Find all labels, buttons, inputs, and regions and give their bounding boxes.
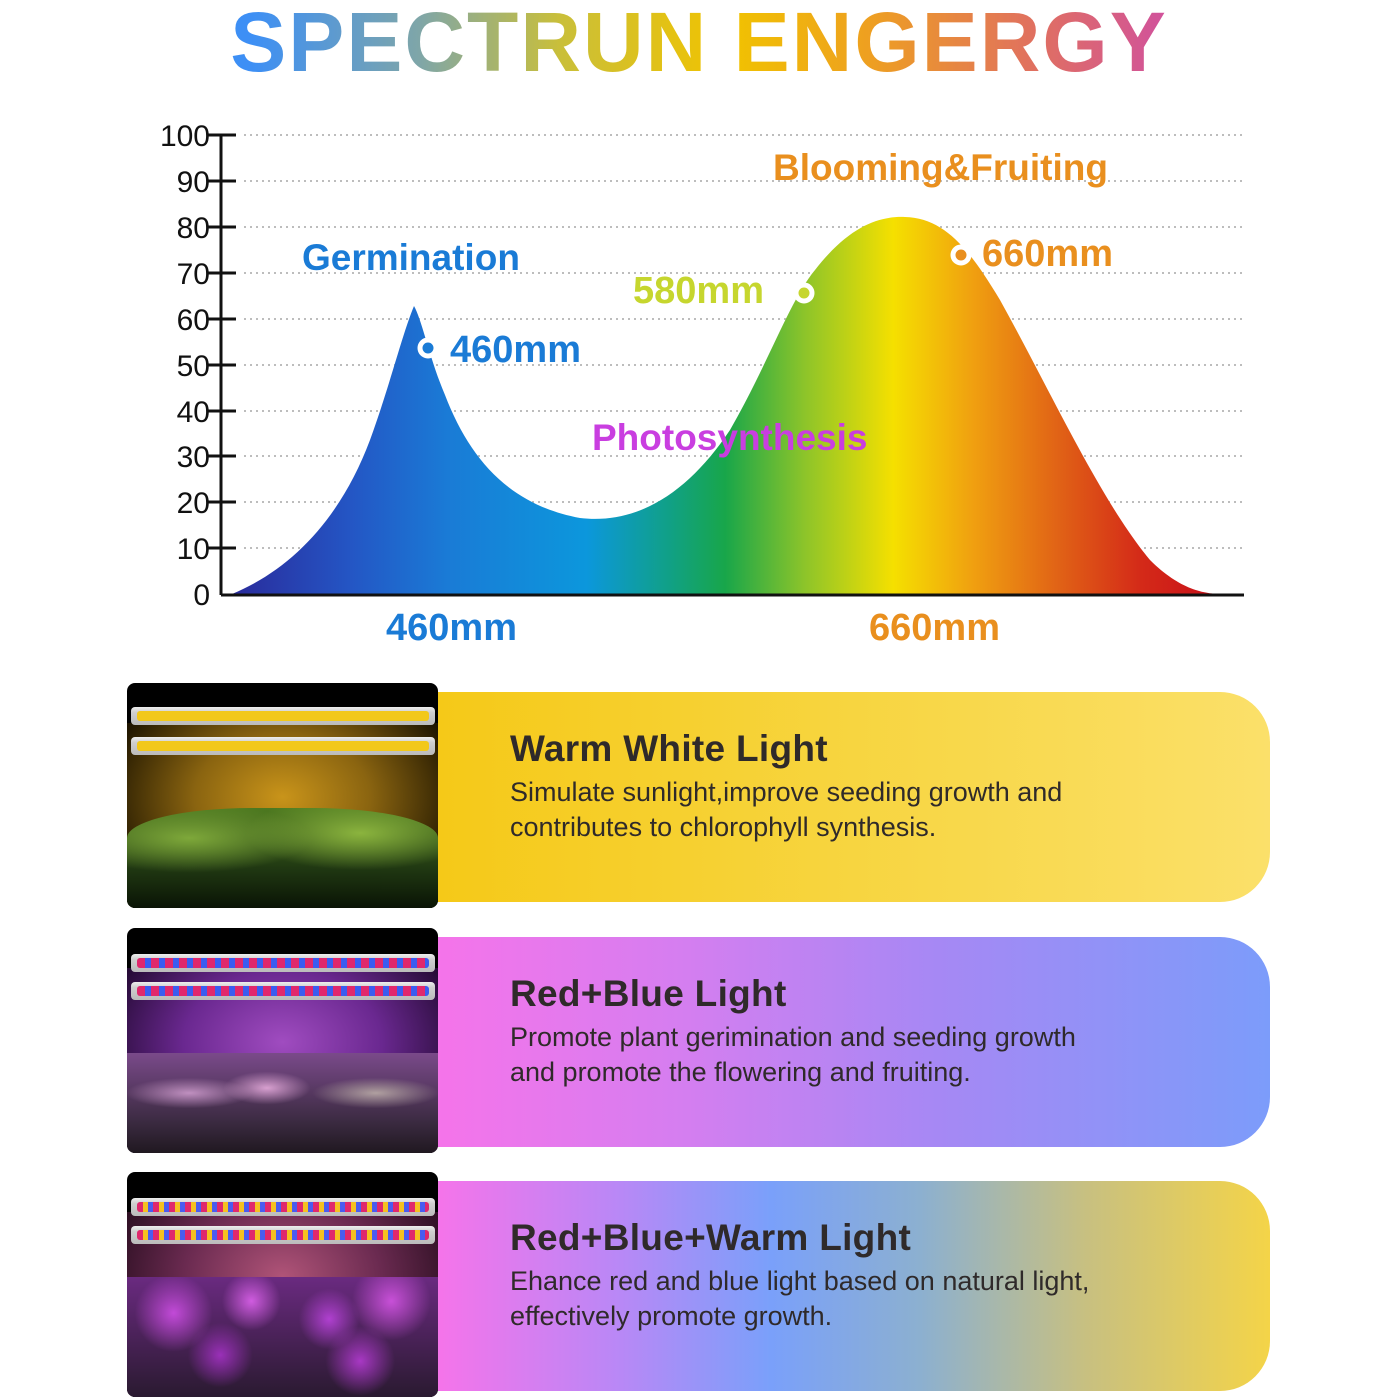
y-tick-20: 20 — [177, 487, 210, 520]
plants-image — [127, 808, 438, 908]
spectrum-chart: 100 90 80 70 60 50 40 30 20 10 0 Germina… — [160, 120, 1244, 649]
y-tick-40: 40 — [177, 396, 210, 429]
led-tube-icon — [131, 1198, 435, 1216]
marker-660-icon — [950, 244, 972, 266]
peak-460-label: 460mm — [450, 329, 581, 371]
card-description-line1: Ehance red and blue light based on natur… — [510, 1266, 1090, 1296]
card-heading: Red+Blue Light — [510, 973, 787, 1014]
led-tube-icon — [131, 737, 435, 755]
page-title: SPECTRUN ENGERGY — [0, 0, 1398, 91]
warm-white-band — [438, 692, 1270, 902]
y-tick-0: 0 — [193, 579, 210, 612]
x-label-660: 660mm — [869, 607, 1000, 649]
warm-white-photo — [127, 683, 438, 908]
red-blue-warm-photo — [127, 1172, 438, 1397]
led-tube-icon — [131, 1226, 435, 1244]
y-tick-80: 80 — [177, 212, 210, 245]
y-tick-50: 50 — [177, 350, 210, 383]
card-heading: Warm White Light — [510, 728, 828, 769]
red-blue-warm-band — [438, 1181, 1270, 1391]
red-blue-photo — [127, 928, 438, 1153]
card-description-line2: effectively promote growth. — [510, 1301, 833, 1331]
led-tube-icon — [131, 954, 435, 972]
photosynthesis-label: Photosynthesis — [592, 417, 868, 458]
y-tick-90: 90 — [177, 166, 210, 199]
marker-580-icon — [793, 282, 815, 304]
peak-580-label: 580mm — [633, 270, 764, 312]
y-tick-60: 60 — [177, 304, 210, 337]
spectrum-area — [232, 216, 1222, 594]
y-tick-100: 100 — [160, 120, 210, 153]
flowers-image — [127, 1277, 438, 1397]
blooming-fruiting-label: Blooming&Fruiting — [773, 147, 1108, 188]
led-tube-icon — [131, 982, 435, 1000]
red-blue-band — [438, 937, 1270, 1147]
red-blue-warm-card: Red+Blue+Warm Light Ehance red and blue … — [127, 1172, 1270, 1397]
y-tick-10: 10 — [177, 533, 210, 566]
card-description-line1: Simulate sunlight,improve seeding growth… — [510, 777, 1063, 807]
card-description-line2: contributes to chlorophyll synthesis. — [510, 812, 937, 842]
card-description-line2: and promote the flowering and fruiting. — [510, 1057, 971, 1087]
marker-460-icon — [417, 337, 439, 359]
card-description-line1: Promote plant gerimination and seeding g… — [510, 1022, 1076, 1052]
x-label-460: 460mm — [386, 607, 517, 649]
germination-label: Germination — [302, 237, 520, 278]
y-tick-30: 30 — [177, 441, 210, 474]
y-tick-70: 70 — [177, 258, 210, 291]
warm-white-card: Warm White Light Simulate sunlight,impro… — [127, 683, 1270, 908]
card-heading: Red+Blue+Warm Light — [510, 1217, 912, 1258]
peak-660-label: 660mm — [982, 233, 1113, 275]
led-tube-icon — [131, 707, 435, 725]
cactus-image — [127, 1053, 438, 1153]
red-blue-card: Red+Blue Light Promote plant geriminatio… — [127, 928, 1270, 1153]
